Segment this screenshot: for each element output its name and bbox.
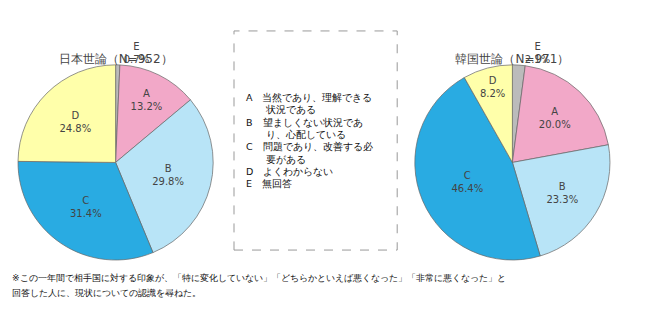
svg-text:C31.4%: C31.4% [70, 195, 102, 219]
svg-text:E0.7%: E0.7% [124, 41, 149, 65]
svg-text:A20.0%: A20.0% [539, 106, 571, 130]
svg-text:A 当然であり、理解できる 状況であるB 望ましくない状況: A 当然であり、理解できる 状況であるB 望ましくない状況であ り、心配している… [246, 92, 373, 189]
svg-text:回答した人に、現状についての認識を尋ねた。: 回答した人に、現状についての認識を尋ねた。 [12, 288, 201, 298]
svg-text:D24.8%: D24.8% [59, 110, 91, 134]
svg-text:C46.4%: C46.4% [451, 170, 483, 194]
svg-text:E2.1%: E2.1% [525, 41, 550, 65]
svg-text:B29.8%: B29.8% [152, 163, 184, 187]
svg-text:※この一年間で相手国に対する印象が、「特に変化していない」「: ※この一年間で相手国に対する印象が、「特に変化していない」「どちらかといえば悪く… [12, 273, 506, 283]
svg-text:韓国世論（N=971）: 韓国世論（N=971） [455, 52, 569, 66]
svg-text:A13.2%: A13.2% [131, 88, 163, 112]
svg-text:D8.2%: D8.2% [480, 75, 505, 99]
svg-text:日本世論（N=952）: 日本世論（N=952） [59, 52, 173, 66]
svg-text:B23.3%: B23.3% [546, 181, 578, 205]
